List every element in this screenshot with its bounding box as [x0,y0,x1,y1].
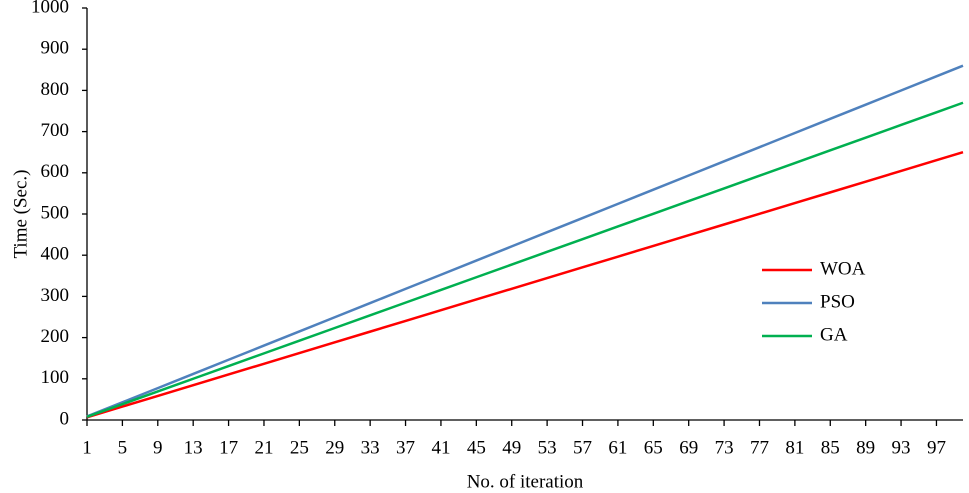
legend-label: GA [820,324,848,345]
x-tick-label: 97 [927,437,946,458]
x-axis-title: No. of iteration [467,471,584,492]
x-tick-label: 1 [82,437,92,458]
series-line [86,101,964,419]
x-tick-label: 41 [431,437,450,458]
y-tick-label: 200 [41,326,70,347]
y-tick-label: 0 [60,408,70,429]
y-tick-label: 100 [41,367,70,388]
x-tick-label: 69 [679,437,698,458]
y-tick-label: 500 [41,202,70,223]
y-tick-label: 300 [41,285,70,306]
x-tick-label: 49 [502,437,521,458]
x-tick-label: 77 [750,437,769,458]
x-tick-label: 5 [118,437,128,458]
y-tick-label: 400 [41,244,70,265]
x-tick-label: 57 [573,437,592,458]
x-tick-label: 73 [715,437,734,458]
y-tick-label: 600 [41,161,70,182]
x-tick-label: 65 [644,437,663,458]
y-axis-title: Time (Sec.) [10,169,31,258]
x-tick-label: 45 [467,437,486,458]
x-tick-label: 37 [396,437,415,458]
x-tick-label: 81 [785,437,804,458]
x-tick-label: 93 [892,437,911,458]
x-tick-label: 13 [184,437,203,458]
x-tick-label: 61 [608,437,627,458]
x-tick-label: 53 [538,437,557,458]
series-line [86,151,964,419]
y-tick-label: 800 [41,79,70,100]
x-tick-label: 29 [325,437,344,458]
legend-label: PSO [820,291,855,312]
legend-label: WOA [820,258,866,279]
y-tick-label: 700 [41,120,70,141]
x-tick-label: 21 [254,437,273,458]
series-line [86,64,964,418]
x-tick-label: 9 [153,437,163,458]
y-tick-label: 900 [41,38,70,59]
y-tick-label: 1000 [31,0,69,17]
x-tick-label: 89 [856,437,875,458]
x-tick-label: 85 [821,437,840,458]
x-tick-label: 25 [290,437,309,458]
x-tick-label: 17 [219,437,238,458]
x-tick-label: 33 [361,437,380,458]
